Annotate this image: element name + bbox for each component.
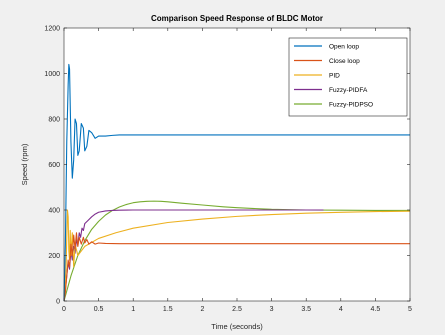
x-axis-ticks: 0 0.5 1 1.5 2 2.5 3 3.5 4 4.5 5: [62, 28, 412, 313]
series-layer: [63, 63, 411, 302]
y-tick-label: 1000: [44, 71, 60, 78]
y-tick-label: 0: [56, 299, 60, 306]
legend-label-pid: PID: [329, 72, 340, 79]
legend-label-fuzzy-pidpso: Fuzzy-PIDPSO: [329, 101, 373, 108]
y-tick-label: 600: [48, 162, 60, 169]
x-tick-label: 2: [200, 306, 204, 313]
series-line-pid: [63, 209, 411, 302]
x-tick-label: 0.5: [94, 306, 104, 313]
legend-label-close-loop: Close loop: [329, 58, 360, 65]
legend-box: [288, 37, 408, 117]
y-tick-label: 400: [48, 208, 60, 215]
legend-label-fuzzy-pidfa: Fuzzy-PIDFA: [329, 87, 368, 94]
y-axis-label: Speed (rpm): [20, 143, 29, 185]
legend: Open loop Close loop PID Fuzzy-PIDFA Fuzzy-P…: [288, 37, 408, 117]
series-line-fuzzy-pidpso: [63, 200, 410, 302]
y-tick-label: 1200: [44, 26, 60, 33]
series-line-close-loop: [63, 232, 410, 302]
x-tick-label: 1: [131, 306, 135, 313]
x-tick-label: 4: [339, 306, 343, 313]
x-tick-label: 3: [270, 306, 274, 313]
series-line-open-loop: [63, 63, 410, 302]
x-tick-label: 4.5: [371, 306, 381, 313]
x-tick-label: 0: [62, 306, 66, 313]
legend-label-open-loop: Open loop: [329, 43, 359, 50]
y-tick-label: 800: [48, 117, 60, 124]
chart-title: Comparison Speed Response of BLDC Motor: [151, 14, 323, 23]
x-tick-label: 3.5: [301, 306, 311, 313]
y-axis-ticks: 0 200 400 600 800 1000 1200: [44, 26, 410, 306]
x-axis-label: Time (seconds): [211, 322, 263, 331]
x-tick-label: 1.5: [163, 306, 173, 313]
x-tick-label: 2.5: [232, 306, 242, 313]
y-tick-label: 200: [48, 253, 60, 260]
x-tick-label: 5: [408, 306, 412, 313]
